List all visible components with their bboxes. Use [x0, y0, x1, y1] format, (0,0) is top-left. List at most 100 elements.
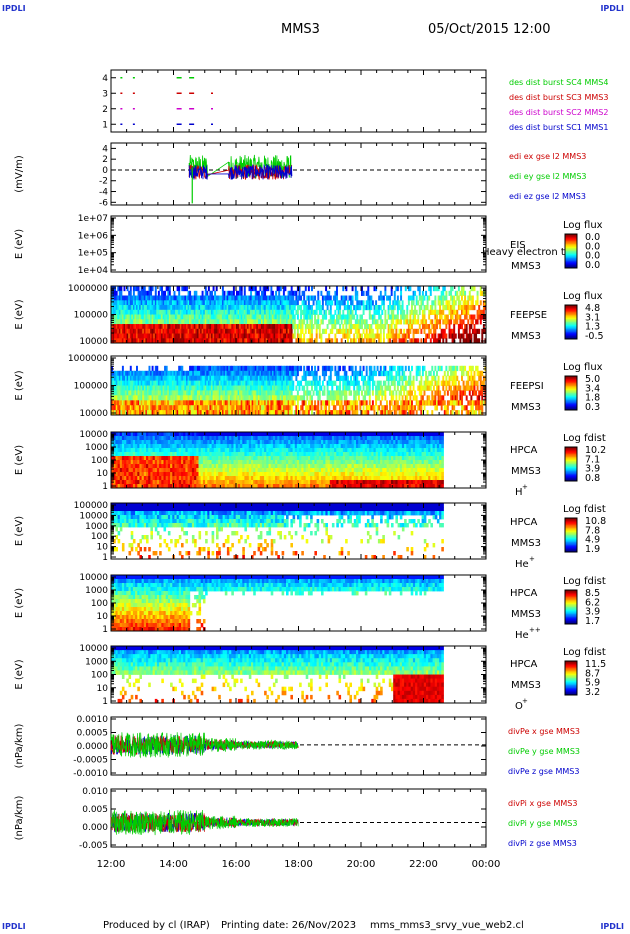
- spectrogram-cell: [448, 305, 451, 311]
- spectrogram-cell: [432, 328, 435, 334]
- spectrogram-cell: [135, 436, 138, 441]
- spectrogram-cell: [232, 400, 235, 406]
- spectrogram-cell: [276, 405, 279, 411]
- spectrogram-cell: [354, 380, 357, 386]
- spectrogram-cell: [146, 385, 149, 391]
- spectrogram-cell: [164, 319, 167, 325]
- spectrogram-cell: [161, 295, 163, 301]
- colorbar-cell: [565, 376, 577, 378]
- spectrogram-cell: [336, 370, 338, 377]
- spectrogram-cell: [215, 324, 218, 330]
- y-tick-label: 1e+06: [78, 231, 109, 241]
- spectrogram-cell: [167, 305, 170, 311]
- spectrogram-cell: [271, 328, 274, 334]
- spectrogram-cell: [236, 385, 238, 391]
- spectrogram-cell: [407, 390, 410, 396]
- spectrogram-cell: [167, 385, 170, 391]
- spectrogram-cell: [479, 286, 482, 292]
- spectrogram-cell: [426, 385, 429, 391]
- colorbar-cell: [565, 252, 577, 255]
- spectrogram-cell: [135, 484, 138, 489]
- spectrogram-cell: [120, 390, 123, 396]
- spectrogram-cell: [137, 476, 140, 481]
- spectrogram-cell: [231, 390, 234, 396]
- spectrogram-cell: [271, 390, 274, 396]
- spectrogram-cell: [328, 295, 331, 301]
- spectrogram-cell: [340, 390, 343, 396]
- spectrogram-cell: [125, 385, 128, 391]
- spectrogram-cell: [443, 400, 446, 406]
- spectrogram-cell: [254, 400, 257, 406]
- spectrogram-cell: [262, 290, 265, 296]
- spectrogram-cell: [311, 400, 313, 406]
- spectrogram-cell: [200, 309, 203, 315]
- spectrogram-cell: [223, 333, 226, 339]
- spectrogram-cell: [218, 333, 221, 339]
- spectrogram-cell: [175, 324, 178, 330]
- spectrogram-cell: [370, 324, 373, 330]
- spectrogram-cell: [395, 328, 398, 334]
- spectrogram-cell: [193, 333, 196, 339]
- spectrogram-cell: [157, 370, 160, 377]
- spectrogram-cell: [264, 300, 267, 306]
- spectrogram-cell: [264, 395, 267, 401]
- colorbar-cell: [565, 251, 577, 253]
- spectrogram-cell: [442, 290, 445, 296]
- spectrogram-cell: [306, 380, 309, 386]
- spectrogram-cell: [278, 365, 281, 372]
- spectrogram-cell: [293, 324, 296, 330]
- spectrogram-cell: [453, 405, 456, 411]
- spectrogram-cell: [275, 305, 278, 311]
- spectrogram-cell: [151, 370, 154, 377]
- spectrogram-cell: [240, 385, 243, 391]
- spectrogram-cell: [389, 400, 392, 406]
- spectrogram-cell: [111, 380, 113, 386]
- spectrogram-cell: [162, 405, 165, 411]
- spectrogram-cell: [479, 314, 482, 320]
- spectrogram-cell: [204, 295, 207, 301]
- spectrogram-cell: [193, 385, 196, 391]
- spectrogram-cell: [196, 305, 199, 311]
- spectrogram-cell: [176, 300, 179, 306]
- spectrogram-cell: [445, 375, 448, 382]
- spectrogram-cell: [351, 405, 354, 411]
- spectrogram-cell: [132, 324, 135, 330]
- spectrogram-cell: [245, 370, 248, 377]
- spectrogram-cell: [140, 305, 143, 311]
- spectrogram-cell: [250, 338, 253, 344]
- spectrogram-cell: [228, 300, 231, 306]
- spectrogram-cell: [214, 305, 217, 311]
- spectrogram-cell: [392, 375, 395, 382]
- spectrogram-cell: [112, 290, 115, 296]
- spectrogram-cell: [142, 324, 145, 330]
- spectrogram-cell: [253, 338, 256, 344]
- spectrogram-cell: [262, 375, 265, 382]
- spectrogram-cell: [336, 314, 338, 320]
- spectrogram-cell: [146, 290, 149, 296]
- spectrogram-cell: [131, 305, 134, 311]
- spectrogram-cell: [259, 324, 262, 330]
- spectrogram-cell: [232, 410, 235, 416]
- y-tick-label: 1000000: [68, 284, 108, 294]
- spectrogram-cell: [421, 319, 424, 325]
- spectrogram-cell: [164, 305, 167, 311]
- spectrogram-cell: [168, 385, 171, 391]
- spectrogram-cell: [390, 370, 393, 377]
- spectrogram-cell: [414, 390, 417, 396]
- spectrogram-cell: [246, 314, 249, 320]
- spectrogram-cell: [143, 468, 147, 473]
- spectrogram-cell: [259, 305, 262, 311]
- spectrogram-cell: [451, 338, 454, 344]
- spectrogram-cell: [343, 390, 346, 396]
- spectrogram-cell: [245, 314, 248, 320]
- spectrogram-cell: [265, 314, 268, 320]
- spectrogram-cell: [119, 480, 123, 485]
- spectrogram-cell: [156, 472, 160, 477]
- spectrogram-cell: [475, 338, 478, 344]
- spectrogram-cell: [184, 410, 187, 416]
- spectrogram-cell: [132, 464, 136, 469]
- spectrogram-cell: [150, 295, 153, 301]
- spectrogram-cell: [134, 333, 137, 339]
- spectrogram-cell: [312, 324, 315, 330]
- spectrogram-cell: [257, 305, 260, 311]
